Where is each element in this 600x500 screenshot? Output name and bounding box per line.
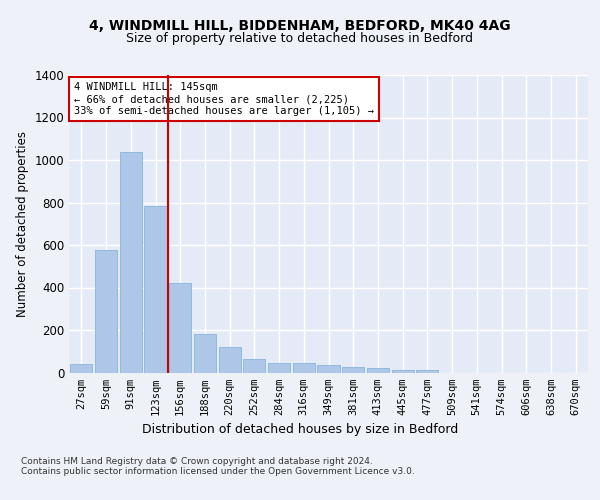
Bar [342,367,364,372]
Bar [194,334,216,372]
Bar [317,365,340,372]
Bar [218,347,241,372]
Text: Contains HM Land Registry data © Crown copyright and database right 2024.: Contains HM Land Registry data © Crown c… [21,457,373,466]
Bar [392,370,414,372]
Bar [145,206,167,372]
Y-axis label: Number of detached properties: Number of detached properties [16,130,29,317]
Bar [70,364,92,372]
Text: 4 WINDMILL HILL: 145sqm
← 66% of detached houses are smaller (2,225)
33% of semi: 4 WINDMILL HILL: 145sqm ← 66% of detache… [74,82,374,116]
Bar [169,283,191,372]
Text: 4, WINDMILL HILL, BIDDENHAM, BEDFORD, MK40 4AG: 4, WINDMILL HILL, BIDDENHAM, BEDFORD, MK… [89,19,511,33]
Bar [293,363,315,372]
Bar [367,368,389,372]
Bar [243,358,265,372]
Text: Contains public sector information licensed under the Open Government Licence v3: Contains public sector information licen… [21,467,415,476]
Text: Size of property relative to detached houses in Bedford: Size of property relative to detached ho… [127,32,473,45]
Bar [268,363,290,372]
Text: Distribution of detached houses by size in Bedford: Distribution of detached houses by size … [142,422,458,436]
Bar [119,152,142,372]
Bar [416,370,439,372]
Bar [95,250,117,372]
